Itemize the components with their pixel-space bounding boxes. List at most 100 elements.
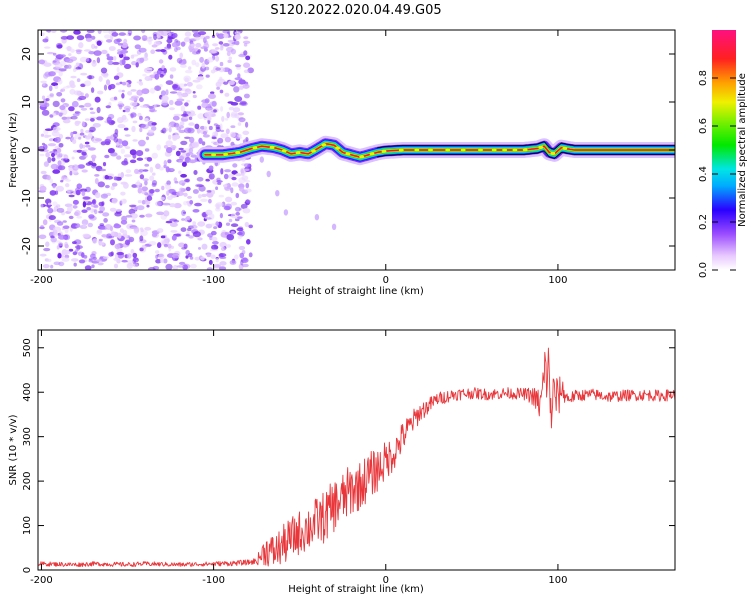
noise-blob bbox=[71, 156, 75, 160]
noise-blob bbox=[235, 173, 242, 177]
noise-blob bbox=[161, 127, 167, 134]
noise-blob bbox=[211, 49, 218, 54]
noise-blob bbox=[43, 73, 49, 79]
noise-blob bbox=[188, 159, 197, 164]
ridge-hotspot bbox=[311, 149, 316, 153]
noise-blob bbox=[112, 56, 117, 61]
noise-blob bbox=[54, 136, 61, 143]
noise-blob bbox=[225, 222, 231, 226]
snr-x-tick-label: 100 bbox=[548, 575, 567, 586]
noise-blob bbox=[219, 123, 223, 130]
noise-blob bbox=[123, 56, 130, 61]
noise-blob bbox=[167, 124, 172, 128]
noise-blob bbox=[155, 254, 159, 259]
noise-blob bbox=[193, 170, 198, 175]
noise-blob bbox=[245, 188, 252, 193]
noise-blob bbox=[185, 215, 191, 221]
noise-blob bbox=[52, 60, 57, 63]
noise-blob bbox=[126, 83, 132, 88]
noise-blob bbox=[179, 52, 183, 59]
noise-blob bbox=[94, 45, 98, 49]
noise-blob bbox=[60, 88, 66, 92]
snr-y-tick-label: 500 bbox=[22, 338, 33, 357]
noise-blob bbox=[154, 85, 162, 91]
noise-blob bbox=[183, 83, 187, 87]
noise-blob bbox=[194, 202, 202, 207]
noise-blob bbox=[161, 100, 169, 106]
snr-y-tick-label: 100 bbox=[22, 516, 33, 535]
noise-blob bbox=[94, 96, 101, 103]
noise-blob bbox=[88, 75, 92, 80]
noise-blob bbox=[76, 183, 83, 189]
noise-blob bbox=[171, 235, 177, 241]
noise-blob bbox=[72, 131, 78, 135]
noise-blob bbox=[135, 150, 144, 157]
noise-blob bbox=[64, 116, 73, 120]
noise-blob bbox=[178, 242, 186, 248]
noise-blob bbox=[208, 259, 213, 265]
noise-blob bbox=[197, 75, 205, 81]
noise-blob bbox=[115, 208, 122, 212]
noise-blob bbox=[39, 185, 47, 192]
noise-blob bbox=[59, 30, 68, 33]
ridge-tail bbox=[266, 170, 271, 178]
noise-blob bbox=[226, 51, 231, 57]
noise-blob bbox=[68, 194, 75, 198]
noise-blob bbox=[176, 98, 185, 102]
noise-blob bbox=[165, 89, 169, 96]
noise-blob bbox=[232, 163, 238, 168]
snr-y-tick-label: 300 bbox=[22, 427, 33, 446]
noise-blob bbox=[94, 174, 100, 177]
noise-blob bbox=[95, 192, 101, 199]
noise-blob bbox=[85, 162, 92, 166]
noise-blob bbox=[82, 201, 87, 208]
noise-blob bbox=[235, 136, 243, 139]
noise-blob bbox=[125, 108, 131, 113]
noise-blob bbox=[172, 115, 180, 121]
noise-blob bbox=[216, 86, 221, 90]
ridge-hotspot bbox=[550, 151, 556, 155]
noise-blob bbox=[178, 129, 186, 134]
noise-blob bbox=[211, 245, 215, 250]
noise-blob bbox=[63, 177, 69, 181]
noise-blob bbox=[219, 241, 227, 248]
noise-blob bbox=[183, 192, 188, 197]
noise-blob bbox=[117, 43, 123, 46]
noise-blob bbox=[180, 150, 187, 153]
noise-blob bbox=[97, 90, 104, 95]
noise-blob bbox=[96, 57, 101, 64]
noise-blob bbox=[171, 42, 179, 48]
noise-blob bbox=[235, 211, 240, 216]
noise-blob bbox=[151, 152, 158, 159]
noise-blob bbox=[119, 228, 124, 234]
noise-blob bbox=[41, 95, 46, 100]
noise-blob bbox=[40, 133, 45, 137]
noise-blob bbox=[230, 125, 236, 129]
noise-blob bbox=[232, 107, 241, 113]
noise-blob bbox=[72, 199, 79, 205]
noise-blob bbox=[240, 259, 244, 266]
noise-blob bbox=[190, 43, 197, 47]
noise-blob bbox=[40, 170, 47, 175]
noise-blob bbox=[47, 143, 57, 147]
noise-blob bbox=[141, 88, 150, 95]
noise-blob bbox=[196, 184, 205, 187]
noise-blob bbox=[237, 112, 244, 116]
noise-blob bbox=[139, 57, 145, 63]
noise-blob bbox=[169, 99, 174, 106]
noise-blob bbox=[242, 83, 250, 89]
noise-blob bbox=[112, 61, 120, 65]
noise-blob bbox=[244, 221, 249, 228]
noise-blob bbox=[101, 49, 108, 55]
noise-blob bbox=[167, 243, 172, 249]
noise-blob bbox=[47, 202, 52, 206]
spec-x-tick-label: 0 bbox=[383, 275, 389, 286]
noise-blob bbox=[48, 71, 56, 77]
noise-blob bbox=[198, 247, 201, 250]
snr-y-axis-label: SNR (10 * v/v) bbox=[8, 414, 19, 485]
noise-blob bbox=[151, 126, 157, 131]
colorbar-tick-label: 0.6 bbox=[698, 118, 709, 134]
noise-blob bbox=[131, 219, 136, 223]
noise-blob bbox=[121, 89, 125, 93]
